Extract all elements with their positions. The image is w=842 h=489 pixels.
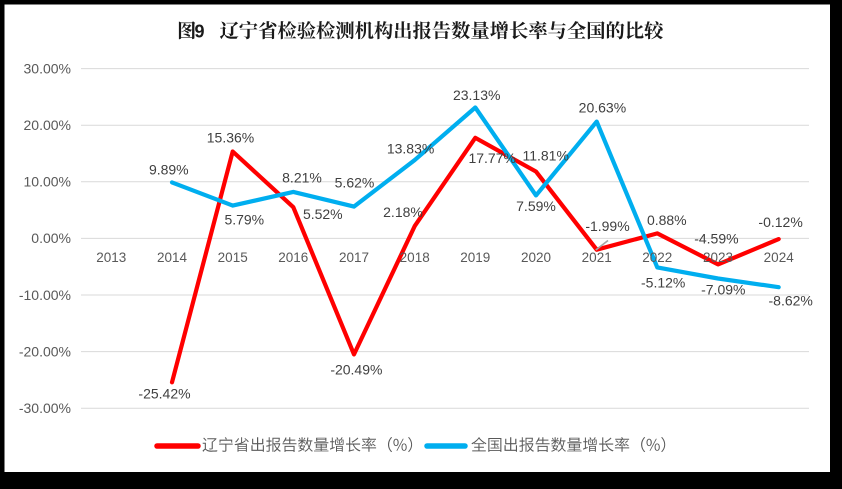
svg-text:11.81%: 11.81% [522,148,568,164]
svg-text:2016: 2016 [278,250,308,265]
svg-text:10.00%: 10.00% [24,174,71,190]
svg-text:17.77%: 17.77% [468,150,515,166]
svg-text:0.88%: 0.88% [647,212,687,228]
svg-text:20.00%: 20.00% [24,117,71,133]
svg-text:2013: 2013 [96,250,126,265]
svg-text:-30.00%: -30.00% [19,400,71,416]
svg-text:-7.09%: -7.09% [701,282,745,298]
svg-text:2021: 2021 [582,250,612,265]
svg-text:2018: 2018 [400,250,430,265]
svg-text:20.63%: 20.63% [579,99,626,115]
svg-text:-5.12%: -5.12% [641,275,685,291]
svg-text:-20.49%: -20.49% [330,361,382,377]
svg-text:5.62%: 5.62% [335,174,375,190]
svg-text:13.83%: 13.83% [387,141,434,157]
svg-text:5.79%: 5.79% [224,212,264,228]
svg-text:7.59%: 7.59% [516,198,556,214]
svg-text:-10.00%: -10.00% [19,287,71,303]
svg-text:2024: 2024 [764,250,795,265]
svg-text:2.18%: 2.18% [383,204,423,220]
svg-text:30.00%: 30.00% [24,60,71,76]
svg-text:23.13%: 23.13% [453,87,500,103]
svg-text:-8.62%: -8.62% [769,293,813,309]
svg-text:2022: 2022 [642,250,672,265]
svg-text:9.89%: 9.89% [149,161,189,177]
svg-text:-25.42%: -25.42% [138,385,190,401]
svg-text:-0.12%: -0.12% [758,214,802,230]
svg-text:2019: 2019 [460,250,490,265]
svg-text:5.52%: 5.52% [303,206,343,222]
svg-text:2014: 2014 [157,250,188,265]
svg-text:2015: 2015 [218,250,248,265]
svg-text:15.36%: 15.36% [207,129,254,145]
svg-text:2020: 2020 [521,250,551,265]
svg-text:2023: 2023 [703,250,733,265]
svg-text:8.21%: 8.21% [282,169,322,185]
svg-text:-20.00%: -20.00% [19,343,71,359]
svg-text:9: 9 [195,21,205,41]
svg-text:-1.99%: -1.99% [585,218,629,234]
svg-text:-4.59%: -4.59% [694,231,738,247]
svg-text:2017: 2017 [339,250,369,265]
svg-text:0.00%: 0.00% [31,230,71,246]
